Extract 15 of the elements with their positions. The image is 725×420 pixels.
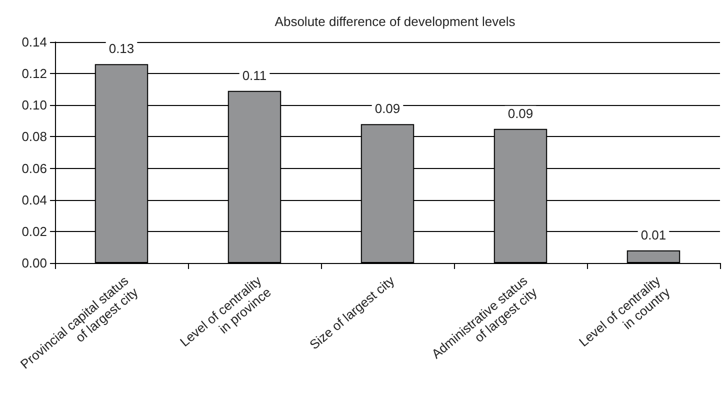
text: 0.14	[22, 34, 47, 50]
text: 0.08	[22, 129, 47, 144]
data-label: 0.13	[108, 41, 134, 56]
bar	[626, 250, 680, 263]
text: 0.04	[22, 192, 47, 208]
chart-title: Absolute difference of development levels	[274, 14, 516, 29]
text: 0.12	[22, 66, 47, 82]
text: 0.06	[22, 160, 47, 176]
text: 0.00	[22, 256, 47, 270]
data-label: 0.11	[242, 68, 267, 83]
data-label: 0.09	[374, 101, 400, 116]
text: 0.02	[22, 224, 47, 239]
text: 0.10	[22, 98, 47, 113]
data-label: 0.09	[508, 106, 534, 121]
data-label: 0.01	[640, 227, 666, 242]
